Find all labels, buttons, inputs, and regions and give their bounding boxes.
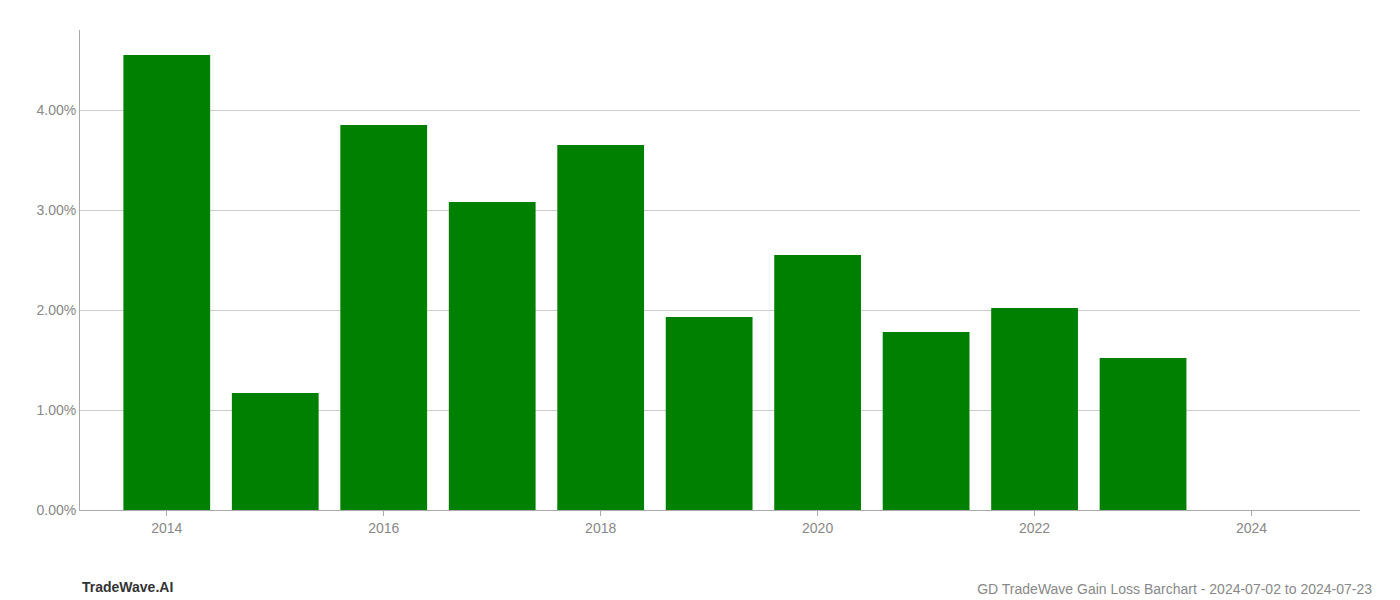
svg-text:2022: 2022 <box>1019 520 1050 536</box>
svg-text:2016: 2016 <box>368 520 399 536</box>
svg-text:1.00%: 1.00% <box>36 402 76 418</box>
svg-text:2018: 2018 <box>585 520 616 536</box>
svg-text:2024: 2024 <box>1236 520 1267 536</box>
svg-text:TradeWave.AI: TradeWave.AI <box>82 579 173 595</box>
svg-text:2014: 2014 <box>151 520 182 536</box>
svg-text:GD TradeWave Gain Loss Barchar: GD TradeWave Gain Loss Barchart - 2024-0… <box>977 581 1372 597</box>
svg-text:0.00%: 0.00% <box>36 502 76 518</box>
svg-text:2.00%: 2.00% <box>36 302 76 318</box>
svg-text:3.00%: 3.00% <box>36 202 76 218</box>
svg-text:2020: 2020 <box>802 520 833 536</box>
svg-text:4.00%: 4.00% <box>36 102 76 118</box>
